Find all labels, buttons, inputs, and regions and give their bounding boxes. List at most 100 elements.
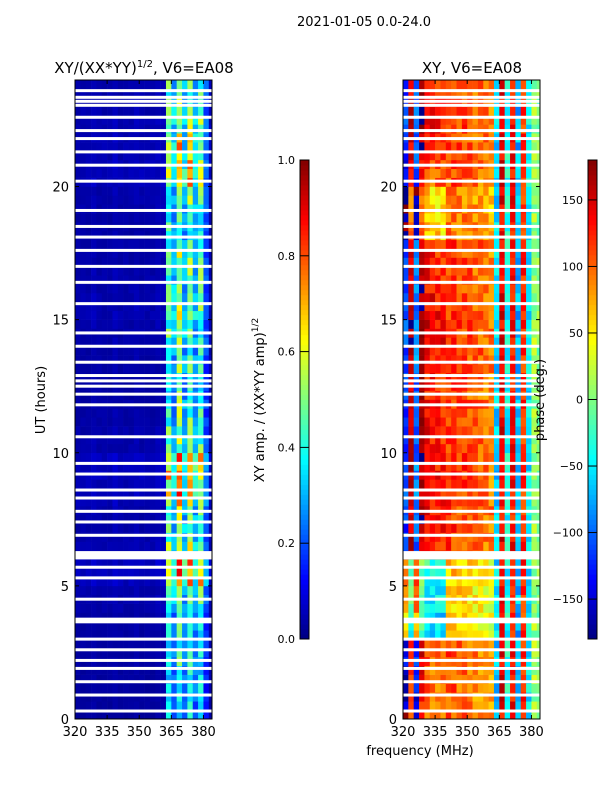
heatmap-cell (112, 204, 119, 214)
heatmap-cell (160, 80, 167, 90)
heatmap-cell (429, 639, 436, 649)
heatmap-cell (461, 479, 468, 489)
heatmap-cell (123, 621, 129, 631)
heatmap-cell (187, 319, 194, 329)
heatmap-cell (133, 630, 140, 640)
heatmap-cell (445, 603, 452, 613)
heatmap-cell (112, 346, 119, 356)
heatmap-cell (456, 612, 463, 622)
heatmap-cell (144, 168, 151, 178)
heatmap-cell (128, 186, 135, 196)
heatmap-cell (176, 284, 183, 294)
amplitude-heatmap (75, 80, 213, 720)
heatmap-cell (203, 319, 210, 329)
heatmap-cell (429, 559, 436, 569)
heatmap-cell (123, 568, 129, 578)
heatmap-cell (424, 230, 431, 241)
heatmap-cell (165, 417, 172, 427)
heatmap-cell (510, 168, 516, 178)
heatmap-cell (413, 648, 420, 658)
heatmap-cell (91, 532, 97, 542)
heatmap-cell (424, 479, 431, 489)
heatmap-cell (203, 239, 210, 249)
heatmap-cell (112, 443, 119, 454)
heatmap-cell (208, 151, 213, 161)
heatmap-cell (203, 488, 210, 498)
heatmap-cell (477, 532, 484, 542)
heatmap-cell (515, 213, 522, 223)
colorbar-segment (300, 234, 309, 241)
heatmap-cell (96, 479, 103, 489)
heatmap-cell (483, 301, 489, 312)
heatmap-cell (155, 603, 161, 613)
heatmap-cell (461, 186, 468, 196)
heatmap-cell (187, 80, 194, 90)
heatmap-cell (477, 319, 484, 329)
heatmap-cell (128, 665, 135, 675)
heatmap-cell (182, 248, 188, 258)
heatmap-cell (139, 541, 145, 551)
heatmap-cell (149, 213, 156, 223)
heatmap-cell (96, 124, 103, 134)
heatmap-cell (531, 248, 538, 258)
heatmap-cell (155, 648, 161, 658)
heatmap-cell (182, 612, 188, 622)
heatmap-cell (520, 124, 527, 134)
colorbar-segment (300, 584, 309, 590)
heatmap-cell (149, 142, 156, 152)
heatmap-cell (531, 115, 538, 125)
heatmap-cell (107, 630, 113, 640)
heatmap-cell (75, 461, 81, 471)
heatmap-cell (176, 230, 183, 241)
heatmap-cell (477, 461, 484, 471)
heatmap-cell (536, 293, 541, 303)
flagged-row (403, 533, 540, 537)
heatmap-cell (510, 665, 516, 675)
heatmap-cell (133, 674, 140, 684)
heatmap-cell (187, 612, 194, 622)
heatmap-cell (493, 577, 500, 587)
heatmap-cell (160, 665, 167, 675)
colorbar-segment (588, 594, 597, 600)
colorbar-segment (300, 194, 309, 201)
heatmap-cell (419, 639, 425, 649)
heatmap-cell (176, 186, 183, 196)
heatmap-cell (107, 443, 113, 454)
heatmap-cell (467, 710, 473, 720)
heatmap-cell (96, 310, 103, 320)
heatmap-cell (504, 621, 511, 631)
heatmap-cell (133, 648, 140, 658)
heatmap-cell (85, 443, 92, 454)
heatmap-cell (101, 204, 108, 214)
heatmap-cell (440, 443, 447, 454)
heatmap-cell (429, 239, 436, 249)
heatmap-cell (536, 443, 541, 454)
heatmap-cell (198, 319, 204, 329)
heatmap-cell (160, 337, 167, 347)
heatmap-cell (408, 630, 415, 640)
heatmap-cell (419, 80, 425, 90)
heatmap-cell (531, 408, 538, 418)
heatmap-cell (80, 585, 87, 596)
flagged-row (403, 637, 540, 641)
heatmap-cell (499, 674, 505, 684)
heatmap-cell (526, 639, 532, 649)
heatmap-cell (435, 195, 441, 205)
heatmap-cell (171, 683, 177, 693)
heatmap-cell (483, 541, 489, 551)
colorbar-segment (300, 184, 309, 191)
heatmap-cell (208, 275, 213, 285)
heatmap-cell (424, 665, 431, 675)
heatmap-cell (483, 230, 489, 241)
heatmap-cell (504, 639, 511, 649)
heatmap-cell (160, 151, 167, 161)
heatmap-cell (208, 435, 213, 445)
heatmap-cell (403, 568, 409, 578)
heatmap-cell (176, 310, 183, 320)
heatmap-cell (91, 257, 97, 267)
heatmap-cell (456, 461, 463, 471)
heatmap-cell (165, 452, 172, 462)
heatmap-cell (429, 230, 436, 241)
flagged-row (75, 620, 212, 624)
heatmap-cell (536, 701, 541, 711)
